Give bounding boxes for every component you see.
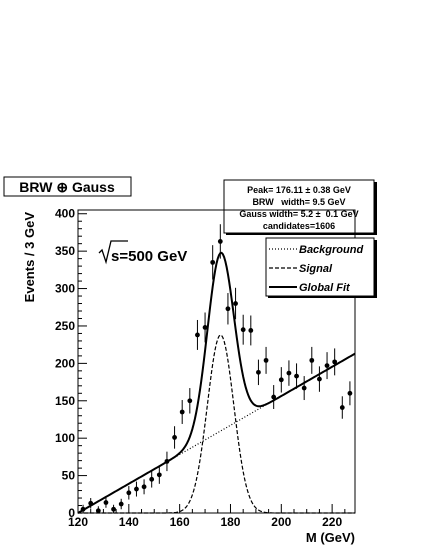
data-point bbox=[248, 328, 254, 333]
data-point bbox=[164, 458, 170, 464]
title-box bbox=[3, 176, 132, 197]
data-point bbox=[271, 394, 277, 400]
y-tick-label: 50 bbox=[62, 469, 76, 483]
data-point bbox=[309, 357, 315, 363]
data-point bbox=[172, 435, 177, 440]
legend-background-label: Background bbox=[299, 244, 363, 256]
title-text: BRW ⊕ Gauss bbox=[19, 179, 115, 195]
stats-box: Peak= 176.11 ± 0.38 GeV BRW width= 9.5 G… bbox=[223, 179, 377, 235]
stats-brw-width: BRW width= 9.5 GeV bbox=[252, 197, 345, 207]
data-point bbox=[233, 301, 238, 306]
data-point bbox=[156, 472, 162, 478]
data-point bbox=[225, 306, 231, 312]
data-point bbox=[126, 490, 132, 496]
data-point bbox=[118, 501, 124, 507]
y-tick-label: 400 bbox=[55, 207, 75, 221]
y-tick-label: 200 bbox=[55, 356, 75, 370]
data-point bbox=[347, 390, 353, 396]
energy-label: s=500 GeV bbox=[98, 240, 187, 265]
data-point bbox=[240, 327, 246, 333]
data-point bbox=[202, 325, 208, 330]
y-tick-label: 0 bbox=[68, 506, 75, 520]
y-tick-label: 300 bbox=[55, 282, 75, 296]
data-point bbox=[88, 500, 94, 506]
data-point bbox=[195, 332, 200, 338]
legend-globalfit-label: Global Fit bbox=[299, 282, 351, 294]
data-point bbox=[317, 376, 322, 382]
data-point bbox=[103, 500, 109, 505]
legend: Background Signal Global Fit bbox=[265, 237, 377, 298]
data-point bbox=[187, 398, 193, 404]
data-point bbox=[179, 409, 185, 415]
data-point bbox=[332, 359, 338, 365]
signal-curve bbox=[78, 334, 355, 514]
y-tick-label: 100 bbox=[55, 431, 75, 445]
axes: 120 140 160 180 200 220 0 50 100 150 200 250 300 350 4… bbox=[55, 207, 346, 529]
data-point bbox=[256, 369, 261, 375]
x-tick-label: 220 bbox=[322, 515, 342, 529]
y-tick-label: 250 bbox=[55, 319, 75, 333]
data-point bbox=[263, 357, 269, 363]
x-tick-label: 180 bbox=[220, 515, 240, 529]
data-point bbox=[294, 373, 299, 379]
x-axis-label: M (GeV) bbox=[306, 530, 355, 545]
data-point bbox=[95, 508, 101, 514]
data-points bbox=[80, 224, 353, 514]
x-tick-label: 200 bbox=[271, 515, 291, 529]
data-point bbox=[339, 405, 345, 410]
y-tick-label: 150 bbox=[55, 394, 75, 408]
stats-candidates: candidates=1606 bbox=[263, 221, 335, 231]
data-point bbox=[149, 476, 155, 482]
data-point bbox=[134, 486, 139, 492]
x-tick-label: 140 bbox=[119, 515, 139, 529]
energy-text: s=500 GeV bbox=[111, 248, 187, 265]
data-point bbox=[217, 239, 223, 244]
y-tick-label: 350 bbox=[55, 244, 75, 258]
data-point bbox=[80, 506, 86, 512]
data-point bbox=[210, 259, 216, 265]
data-point bbox=[278, 377, 284, 383]
fit-curves bbox=[77, 251, 356, 514]
background-curve bbox=[77, 353, 356, 514]
sqrt-symbol bbox=[98, 240, 128, 265]
plot-frame bbox=[77, 209, 356, 514]
stats-peak: Peak= 176.11 ± 0.38 GeV bbox=[247, 185, 351, 195]
x-tick-label: 120 bbox=[68, 515, 88, 529]
y-axis-label: Events / 3 GeV bbox=[22, 212, 37, 303]
data-point bbox=[141, 484, 147, 490]
data-point bbox=[111, 506, 116, 512]
stats-gauss-width: Gauss width= 5.2 ± 0.1 GeV bbox=[239, 209, 358, 219]
data-point bbox=[286, 370, 292, 376]
global-fit-curve bbox=[77, 251, 356, 514]
data-point bbox=[324, 363, 330, 369]
data-point bbox=[301, 385, 307, 391]
legend-signal-label: Signal bbox=[299, 263, 333, 275]
x-tick-label: 160 bbox=[170, 515, 190, 529]
